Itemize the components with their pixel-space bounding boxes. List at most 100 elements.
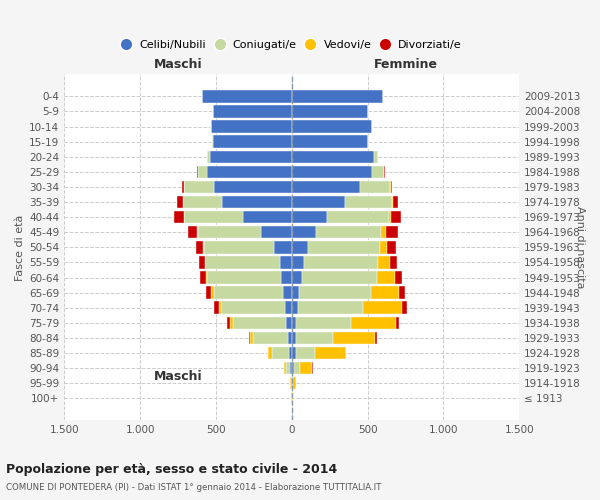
Y-axis label: Anni di nascita: Anni di nascita <box>575 206 585 288</box>
Bar <box>188 226 197 238</box>
Bar <box>372 166 384 178</box>
Bar <box>205 256 280 268</box>
Bar <box>292 226 316 238</box>
Bar <box>292 316 296 329</box>
Bar <box>377 272 395 283</box>
Bar <box>315 347 346 359</box>
Y-axis label: Fasce di età: Fasce di età <box>15 214 25 280</box>
Bar <box>292 181 360 193</box>
Bar <box>250 332 253 344</box>
Bar <box>207 272 281 283</box>
Bar <box>391 181 392 193</box>
Bar <box>222 196 292 208</box>
Bar <box>211 286 214 299</box>
Bar <box>210 150 292 163</box>
Bar <box>292 150 374 163</box>
Bar <box>392 196 393 208</box>
Bar <box>199 256 205 268</box>
Bar <box>389 211 391 224</box>
Bar <box>374 150 378 163</box>
Bar <box>292 120 372 133</box>
Bar <box>206 286 211 299</box>
Bar <box>198 226 262 238</box>
Bar <box>221 302 285 314</box>
Bar <box>292 90 383 102</box>
Bar <box>214 286 283 299</box>
Bar <box>292 347 296 359</box>
Bar <box>299 286 371 299</box>
Bar <box>296 316 351 329</box>
Bar <box>292 286 299 299</box>
Bar <box>204 241 274 254</box>
Bar <box>182 181 184 193</box>
Bar <box>249 332 250 344</box>
Bar <box>389 256 397 268</box>
Bar <box>227 316 230 329</box>
Bar <box>200 272 206 283</box>
Bar <box>182 196 222 208</box>
Bar <box>316 226 381 238</box>
Bar <box>230 316 233 329</box>
Bar <box>243 211 292 224</box>
Bar <box>289 347 292 359</box>
Bar <box>262 226 292 238</box>
Bar <box>202 90 292 102</box>
Bar <box>400 286 406 299</box>
Bar <box>196 241 203 254</box>
Bar <box>403 302 407 314</box>
Bar <box>381 226 386 238</box>
Bar <box>285 302 292 314</box>
Bar <box>198 166 207 178</box>
Bar <box>302 272 377 283</box>
Bar <box>391 211 401 224</box>
Bar <box>360 181 391 193</box>
Bar <box>292 332 296 344</box>
Bar <box>380 241 386 254</box>
Bar <box>272 347 289 359</box>
Bar <box>375 332 377 344</box>
Bar <box>292 272 302 283</box>
Bar <box>386 226 398 238</box>
Bar <box>292 211 326 224</box>
Bar <box>268 347 272 359</box>
Bar <box>300 362 312 374</box>
Bar <box>292 106 368 118</box>
Bar <box>280 256 292 268</box>
Bar <box>284 362 286 374</box>
Bar <box>184 211 243 224</box>
Bar <box>292 302 298 314</box>
Bar <box>351 316 397 329</box>
Bar <box>211 120 292 133</box>
Bar <box>207 166 292 178</box>
Bar <box>292 196 345 208</box>
Bar <box>214 302 218 314</box>
Bar <box>371 286 400 299</box>
Bar <box>292 241 308 254</box>
Bar <box>177 196 182 208</box>
Bar <box>218 302 221 314</box>
Text: Maschi: Maschi <box>154 370 202 383</box>
Bar <box>253 332 288 344</box>
Legend: Celibi/Nubili, Coniugati/e, Vedovi/e, Divorziati/e: Celibi/Nubili, Coniugati/e, Vedovi/e, Di… <box>118 35 466 55</box>
Bar <box>290 362 292 374</box>
Bar <box>326 211 389 224</box>
Bar <box>296 332 332 344</box>
Bar <box>332 332 375 344</box>
Bar <box>207 150 210 163</box>
Bar <box>290 377 291 390</box>
Bar <box>293 377 296 390</box>
Bar <box>294 362 300 374</box>
Bar <box>292 136 368 148</box>
Bar <box>395 272 403 283</box>
Bar <box>281 272 292 283</box>
Bar <box>363 302 403 314</box>
Bar <box>292 166 372 178</box>
Bar <box>292 392 293 404</box>
Bar <box>292 256 304 268</box>
Bar <box>274 241 292 254</box>
Bar <box>174 211 184 224</box>
Bar <box>292 377 293 390</box>
Bar <box>206 272 207 283</box>
Bar <box>397 316 400 329</box>
Text: Popolazione per età, sesso e stato civile - 2014: Popolazione per età, sesso e stato civil… <box>6 462 337 475</box>
